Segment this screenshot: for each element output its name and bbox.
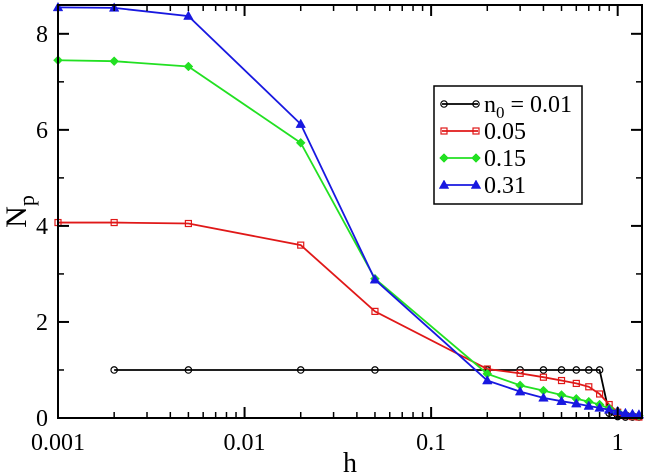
legend-marker bbox=[470, 179, 482, 189]
legend-label: 0.05 bbox=[484, 119, 526, 145]
data-point bbox=[183, 61, 194, 72]
legend-entry-3: 0.31 bbox=[438, 173, 526, 199]
data-point bbox=[539, 366, 548, 374]
data-point bbox=[557, 366, 566, 374]
data-point bbox=[596, 390, 604, 398]
data-point bbox=[585, 383, 593, 391]
data-point bbox=[183, 10, 194, 20]
legend-marker bbox=[438, 179, 450, 189]
x-tick-label: 0.01 bbox=[224, 430, 266, 456]
legend-entry-1: 0.05 bbox=[440, 119, 526, 145]
legend: n0 = 0.010.050.150.31 bbox=[433, 85, 583, 205]
data-point bbox=[571, 398, 582, 408]
legend-marker bbox=[440, 100, 448, 108]
data-point bbox=[184, 366, 193, 374]
legend-entry-2: 0.15 bbox=[439, 146, 526, 172]
data-point bbox=[572, 379, 580, 388]
x-tick-label: 0.1 bbox=[416, 430, 446, 456]
data-point bbox=[296, 366, 305, 374]
data-point bbox=[620, 407, 631, 417]
data-point bbox=[369, 274, 381, 284]
axis-ticks: 0.001 0.01 0.1 1 0 2 4 6 8 bbox=[31, 5, 642, 456]
y-tick-label: 2 bbox=[36, 310, 48, 336]
data-point bbox=[482, 375, 493, 385]
series-line bbox=[58, 221, 640, 418]
legend-label: 0.31 bbox=[484, 173, 526, 199]
data-point bbox=[572, 366, 581, 374]
series-3 bbox=[52, 1, 645, 419]
x-tick-label: 1 bbox=[612, 430, 624, 456]
data-point bbox=[538, 392, 549, 402]
legend-marker bbox=[439, 153, 449, 163]
data-point bbox=[595, 366, 604, 374]
data-point bbox=[557, 376, 566, 385]
y-axis-label: Np bbox=[0, 195, 39, 228]
data-point bbox=[583, 400, 595, 410]
legend-label: 0.15 bbox=[484, 146, 526, 172]
plot-marks bbox=[52, 1, 645, 421]
legend-marker bbox=[440, 127, 448, 135]
data-point bbox=[516, 369, 524, 377]
y-tick-label: 0 bbox=[36, 406, 48, 432]
y-tick-label: 6 bbox=[36, 118, 48, 144]
data-point bbox=[371, 307, 379, 315]
data-point bbox=[297, 241, 305, 249]
x-tick-label: 0.001 bbox=[31, 430, 85, 456]
x-axis-label: h bbox=[343, 448, 357, 475]
y-tick-label: 4 bbox=[36, 214, 48, 240]
y-tick-label: 8 bbox=[36, 22, 48, 48]
data-point bbox=[184, 219, 193, 228]
data-point bbox=[295, 118, 306, 128]
data-point bbox=[514, 386, 526, 396]
data-point bbox=[594, 402, 605, 412]
legend-entry-0: n0 = 0.01 bbox=[440, 92, 572, 122]
data-point bbox=[295, 137, 306, 148]
data-point bbox=[584, 366, 593, 374]
data-point bbox=[556, 395, 567, 405]
data-point bbox=[371, 366, 379, 374]
data-point bbox=[539, 373, 548, 381]
data-point bbox=[110, 366, 118, 374]
plot-frame bbox=[57, 4, 643, 419]
data-point bbox=[110, 218, 118, 227]
legend-label: n0 = 0.01 bbox=[484, 92, 572, 122]
legend-marker bbox=[471, 153, 481, 163]
legend-marker bbox=[472, 127, 480, 135]
series-1 bbox=[54, 218, 643, 421]
data-point bbox=[109, 56, 120, 67]
legend-marker bbox=[472, 100, 480, 108]
series-line bbox=[57, 6, 640, 416]
